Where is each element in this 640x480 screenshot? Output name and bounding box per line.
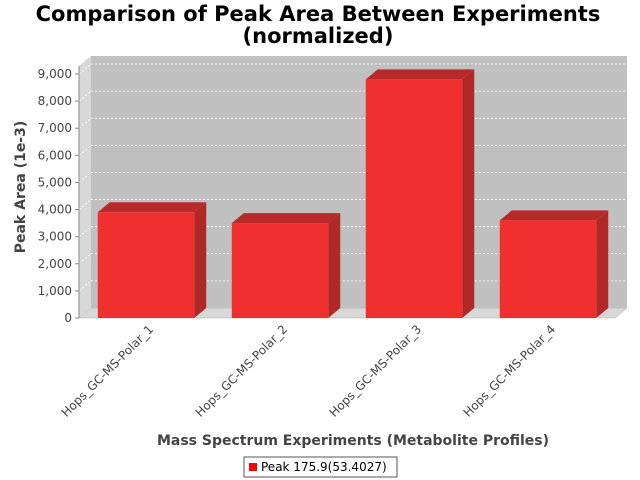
bar-top <box>231 213 341 224</box>
x-category-label: Hops_GC-MS-Polar_1 <box>59 322 157 420</box>
y-tick-label: 4,000 <box>38 203 72 217</box>
y-tick-label: 6,000 <box>38 148 72 162</box>
bar-1 <box>97 202 207 318</box>
plot-left-wall <box>79 56 91 318</box>
bar-front <box>97 212 195 318</box>
gridline-wall <box>78 280 92 292</box>
gridline-wall <box>78 226 92 237</box>
gridline-wall <box>78 253 92 265</box>
y-tick-label: 2,000 <box>38 257 72 271</box>
x-category-label: Hops_GC-MS-Polar_3 <box>327 322 425 420</box>
bar-side <box>194 202 207 318</box>
bar-front <box>231 223 329 318</box>
x-category-label: Hops_GC-MS-Polar_4 <box>461 322 559 420</box>
bar-front <box>365 79 463 318</box>
gridline-wall <box>78 90 92 102</box>
gridline-wall <box>78 145 92 156</box>
y-tick-label: 1,000 <box>38 284 72 298</box>
y-tick-label: 7,000 <box>38 121 72 135</box>
gridline-wall <box>78 63 92 75</box>
legend-box <box>243 456 398 478</box>
bar-top <box>499 210 609 221</box>
chart-title-line-2: (normalized) <box>243 24 394 48</box>
gridline-wall <box>78 199 92 210</box>
x-category-label: Hops_GC-MS-Polar_2 <box>193 322 291 420</box>
bar-side <box>462 69 475 318</box>
y-axis-title: Peak Area (1e-3) <box>13 121 29 254</box>
y-ticks: 0 1,000 2,000 3,000 4,000 5,000 6,000 7,000 8,00… <box>38 67 79 325</box>
bar-side <box>328 213 341 318</box>
y-tick-label: 3,000 <box>38 230 72 244</box>
x-axis-title: Mass Spectrum Experiments (Metabolite Pr… <box>157 433 549 449</box>
bar-front <box>499 220 597 318</box>
bar-side <box>596 210 609 318</box>
plot-area: 0 1,000 2,000 3,000 4,000 5,000 6,000 7,000 8,00… <box>38 56 628 420</box>
bars <box>97 69 609 318</box>
gridline-wall <box>78 172 92 183</box>
bar-3 <box>365 69 475 318</box>
gridline-wall <box>78 117 92 129</box>
y-tick-label: 8,000 <box>38 94 72 108</box>
y-tick-label: 0 <box>64 311 72 325</box>
bar-2 <box>231 213 341 318</box>
legend-label: Peak 175.9(53.4027) <box>261 460 387 474</box>
bar-top <box>97 202 207 213</box>
legend-swatch <box>249 463 257 471</box>
legend: Peak 175.9(53.4027) <box>243 456 398 478</box>
y-tick-label: 5,000 <box>38 175 72 189</box>
x-category-labels: Hops_GC-MS-Polar_1 Hops_GC-MS-Polar_2 Hops… <box>59 322 559 420</box>
bar-top <box>365 69 475 80</box>
chart-title-line-1: Comparison of Peak Area Between Experime… <box>36 2 601 26</box>
bar-4 <box>499 210 609 318</box>
y-tick-label: 9,000 <box>38 67 72 81</box>
